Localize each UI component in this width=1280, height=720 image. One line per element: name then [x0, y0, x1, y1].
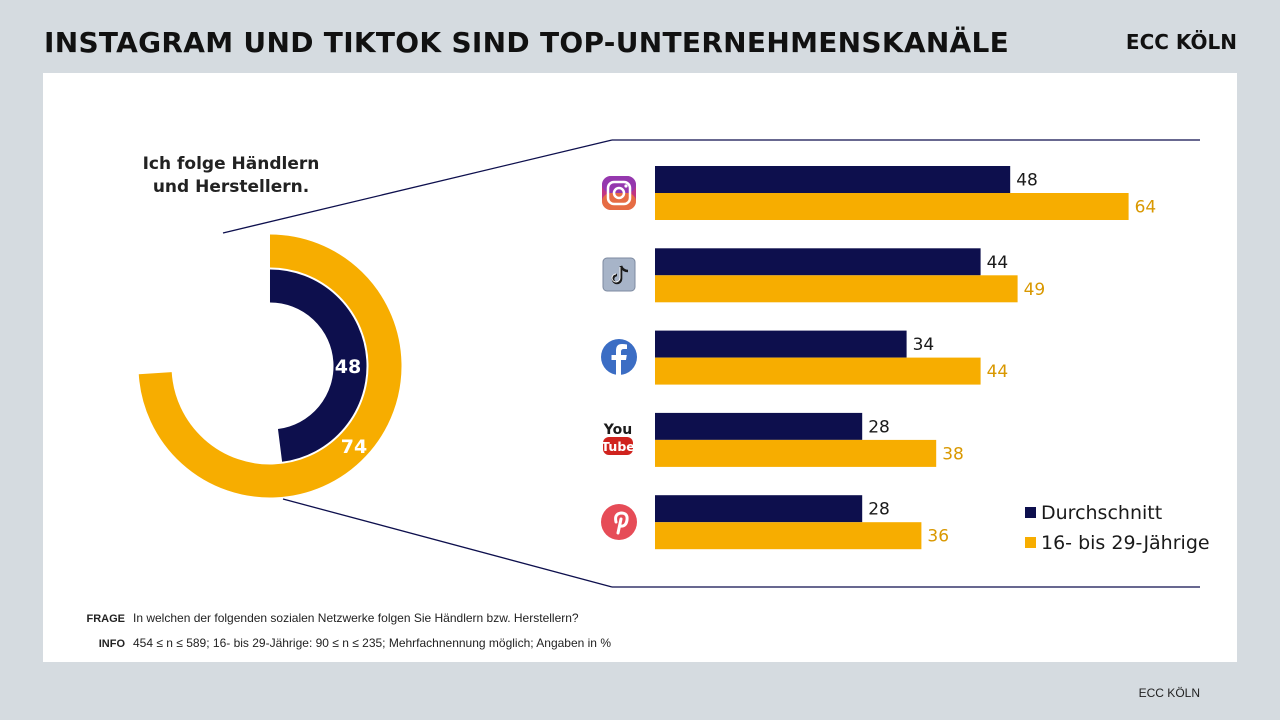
tiktok-icon — [602, 257, 636, 292]
info-note: INFO 454 ≤ n ≤ 589; 16- bis 29-Jährige: 9… — [81, 636, 611, 650]
donut-label-line2: und Herstellern. — [153, 177, 309, 197]
bar-label-tiktok-average: 44 — [987, 253, 1009, 273]
bar-label-facebook-average: 34 — [913, 335, 935, 355]
legend-label-young: 16- bis 29-Jährige — [1041, 532, 1210, 554]
legend-label-average: Durchschnitt — [1041, 502, 1162, 524]
bar-label-pinterest-average: 28 — [868, 500, 890, 520]
bar-youtube-average — [655, 412, 863, 440]
legend-swatch-young — [1025, 537, 1036, 548]
bar-instagram-young — [655, 193, 1129, 220]
chart-svg: Ich folge Händlern und Herstellern. 48 7… — [138, 139, 1210, 588]
pinterest-icon — [601, 504, 637, 540]
bar-facebook-young — [655, 357, 981, 385]
instagram-icon — [602, 176, 636, 210]
bar-chart: 48 64 44 49 34 44 28 38 28 36 — [655, 166, 1157, 550]
bar-facebook-average — [655, 330, 907, 358]
bar-label-pinterest-young: 36 — [927, 527, 949, 547]
legend-swatch-average — [1025, 507, 1036, 518]
info-text: 454 ≤ n ≤ 589; 16- bis 29-Jährige: 90 ≤ … — [133, 636, 611, 650]
bar-label-instagram-average: 48 — [1016, 171, 1038, 191]
bar-label-youtube-young: 38 — [942, 444, 964, 464]
bar-pinterest-young — [655, 522, 922, 550]
svg-text:You: You — [603, 422, 632, 438]
question-note: FRAGE In welchen der folgenden sozialen N… — [81, 611, 579, 625]
donut-inner-value: 48 — [335, 356, 361, 378]
bar-label-youtube-average: 28 — [868, 417, 890, 437]
connector-bottom-line — [282, 498, 613, 588]
connector-top-line — [222, 139, 613, 234]
donut-outer-arc — [138, 234, 402, 498]
svg-text:Tube: Tube — [601, 439, 634, 454]
donut-inner-arc — [269, 269, 367, 462]
facebook-icon — [601, 339, 637, 375]
bar-label-facebook-young: 44 — [987, 362, 1009, 382]
page-title: INSTAGRAM UND TIKTOK SIND TOP-UNTERNEHME… — [44, 26, 1010, 59]
bar-label-instagram-young: 64 — [1135, 198, 1157, 218]
question-label: FRAGE — [86, 613, 126, 625]
bar-tiktok-average — [655, 248, 981, 276]
brand-logo: ECC KÖLN — [1125, 30, 1237, 54]
bar-pinterest-average — [655, 495, 863, 523]
youtube-icon: You Tube — [601, 422, 635, 455]
footer-brand: ECC KÖLN — [1138, 686, 1200, 700]
bar-instagram-average — [655, 166, 1011, 193]
donut-label-line1: Ich folge Händlern — [143, 154, 320, 174]
chart-card: Ich folge Händlern und Herstellern. 48 7… — [43, 73, 1237, 662]
donut-outer-value: 74 — [341, 436, 367, 458]
info-label: INFO — [98, 638, 125, 650]
bar-label-tiktok-young: 49 — [1024, 280, 1046, 300]
bar-youtube-young — [655, 439, 937, 467]
question-text: In welchen der folgenden sozialen Netzwe… — [133, 611, 579, 625]
bar-tiktok-young — [655, 275, 1018, 303]
